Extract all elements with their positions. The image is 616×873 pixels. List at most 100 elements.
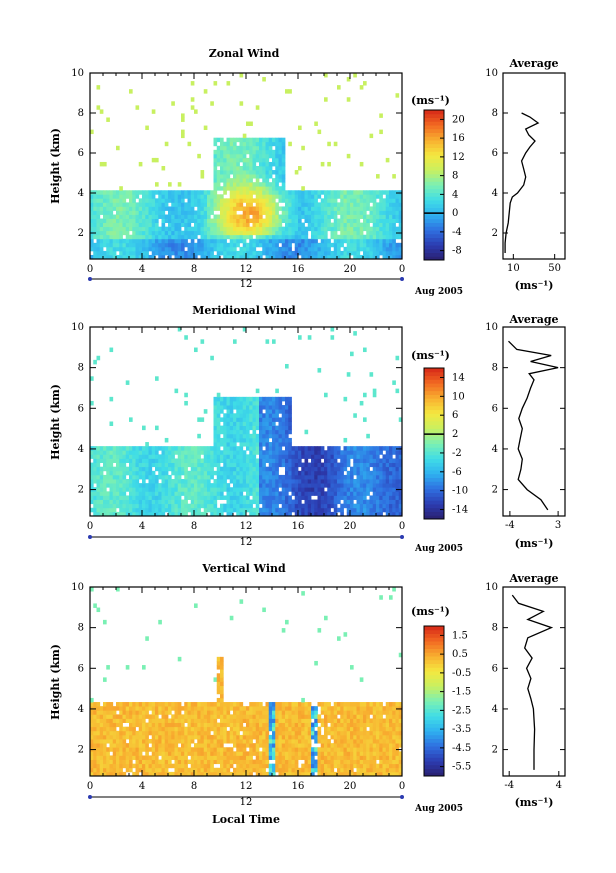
heatmap-cell: [171, 734, 175, 740]
heatmap-cell: [239, 166, 244, 171]
heatmap-cell: [356, 458, 361, 463]
heatmap-cell: [242, 246, 247, 252]
heatmap-cell: [145, 234, 149, 240]
heatmap-cell: [164, 462, 169, 468]
heatmap-cell: [268, 429, 273, 435]
heatmap-cell: [353, 246, 357, 252]
profile-y-tick-label: 4: [492, 444, 498, 455]
heatmap-cell: [168, 739, 172, 744]
heatmap-cell: [304, 450, 309, 455]
heatmap-cell: [112, 706, 117, 711]
heatmap-cell: [220, 400, 224, 406]
heatmap-cell: [223, 161, 227, 167]
heatmap-cell: [346, 499, 351, 505]
heatmap-cell: [236, 474, 240, 480]
heatmap-cell: [272, 433, 276, 439]
heatmap-cell: [155, 483, 159, 488]
heatmap-cell: [346, 230, 351, 236]
heatmap-cell: [93, 242, 97, 248]
heatmap-cell: [285, 470, 289, 476]
heatmap-cell: [174, 190, 179, 195]
heatmap-cell: [359, 491, 364, 496]
heatmap-cell: [177, 222, 182, 228]
heatmap-cell: [278, 157, 283, 163]
heatmap-cell: [346, 250, 351, 256]
heatmap-cell: [129, 702, 133, 707]
heatmap-cell: [174, 210, 179, 215]
heatmap-cell: [99, 495, 104, 500]
profile-y-tick-label: 10: [485, 68, 498, 79]
heatmap-cell: [220, 166, 224, 171]
heatmap-cell: [106, 755, 110, 760]
heatmap-cell: [194, 466, 198, 472]
heatmap-cell: [106, 734, 110, 740]
heatmap-cell: [145, 706, 149, 711]
heatmap-cell: [259, 446, 263, 451]
heatmap-cell: [239, 507, 244, 513]
heatmap-cell: [353, 462, 357, 468]
heatmap-cell: [304, 234, 309, 240]
heatmap-cell: [200, 726, 205, 732]
heatmap-cell: [285, 226, 289, 232]
heatmap-cell: [112, 450, 117, 455]
heatmap-cell: [278, 141, 283, 147]
heatmap-cell: [343, 474, 348, 480]
heatmap-cell: [291, 226, 296, 232]
heatmap-cell: [255, 437, 260, 443]
heatmap-cell: [294, 234, 299, 240]
heatmap-cell: [324, 194, 328, 199]
heatmap-cell: [138, 714, 143, 719]
heatmap-cell: [392, 198, 396, 203]
heatmap-cell: [129, 743, 133, 748]
heatmap-cell: [369, 483, 374, 488]
heatmap-cell: [138, 491, 143, 496]
heatmap-cell: [233, 210, 237, 215]
heatmap-cell: [190, 206, 195, 211]
heatmap-cell: [220, 246, 224, 252]
heatmap-cell: [382, 499, 387, 505]
heatmap-cell: [369, 454, 374, 459]
heatmap-cell: [294, 246, 299, 252]
heatmap-cell: [353, 495, 357, 500]
heatmap-cell: [304, 495, 309, 500]
heatmap-cell: [210, 466, 214, 472]
heatmap-cell: [155, 474, 159, 480]
heatmap-cell: [106, 194, 110, 199]
heatmap-cell: [294, 238, 299, 244]
heatmap-cell: [294, 242, 299, 248]
heatmap-cell: [314, 487, 318, 492]
heatmap-cell: [382, 474, 387, 480]
heatmap-cell: [262, 166, 266, 171]
heatmap-cell: [106, 730, 110, 736]
heatmap-cell: [220, 234, 224, 240]
heatmap-cell: [281, 450, 286, 455]
heatmap-cell: [135, 491, 140, 496]
heatmap-cell: [294, 495, 299, 500]
heatmap-cell: [164, 206, 169, 211]
heatmap-cell: [103, 706, 107, 711]
heatmap-cell: [272, 442, 276, 447]
heatmap-cell: [213, 446, 218, 451]
heatmap-cell: [285, 222, 289, 228]
heatmap-cell: [207, 202, 211, 207]
heatmap-cell: [379, 210, 383, 215]
heatmap-cell: [151, 458, 156, 463]
heatmap-cell: [343, 462, 348, 468]
heatmap-cell: [226, 409, 231, 414]
heatmap-cell: [171, 487, 175, 492]
heatmap-cell: [268, 222, 273, 228]
heatmap-cell: [233, 429, 237, 435]
heatmap-cell: [249, 234, 253, 240]
heatmap-cell: [164, 230, 169, 236]
heatmap-cell: [265, 141, 270, 147]
heatmap-cell: [229, 462, 234, 468]
heatmap-cell: [278, 254, 283, 260]
heatmap-cell: [363, 234, 367, 240]
heatmap-cell: [301, 503, 305, 509]
colorbar-tick-label: 4: [452, 189, 458, 200]
heatmap-cell: [398, 194, 403, 199]
heatmap-cell: [184, 714, 188, 719]
heatmap-cell: [161, 726, 166, 732]
heatmap-cell: [103, 503, 107, 509]
heatmap-cell: [151, 246, 156, 252]
